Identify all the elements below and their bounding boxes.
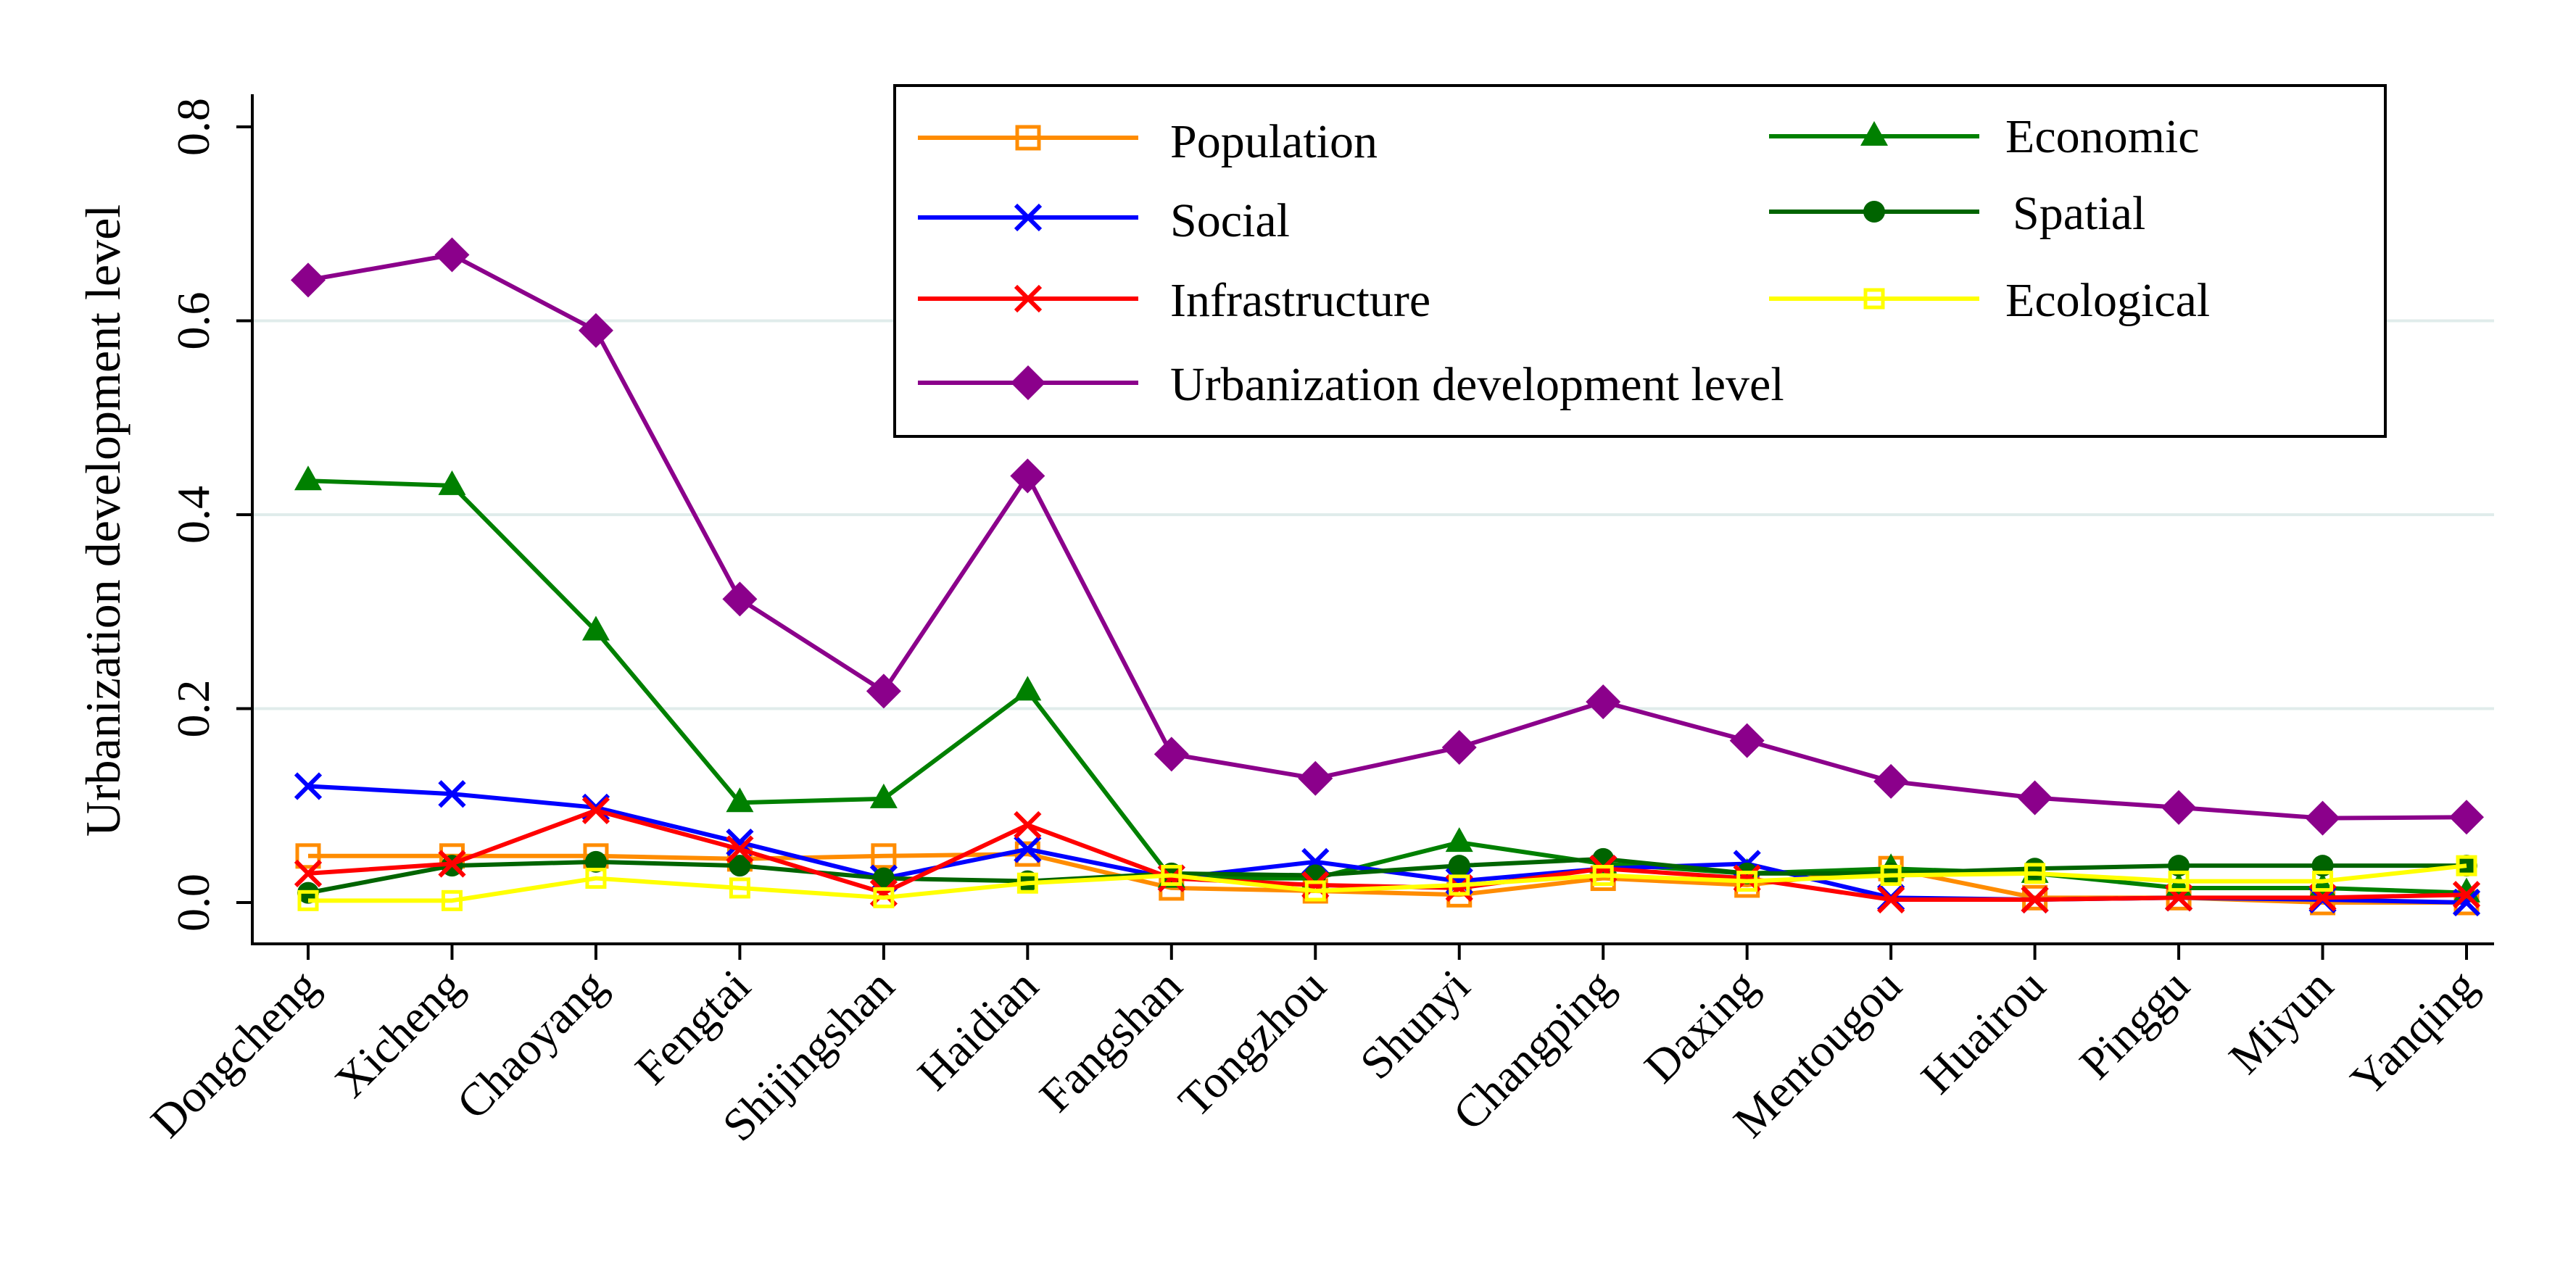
legend-label-ecological: Ecological [2005, 274, 2210, 327]
data-point-economic [294, 465, 322, 491]
legend-marker [1863, 201, 1885, 223]
legend-key-infrastructure [918, 284, 1138, 313]
data-point-urbanization-development-level [2449, 800, 2484, 835]
data-point-infrastructure [2021, 885, 2049, 914]
legend-label-social: Social [1170, 194, 1290, 247]
data-point-ecological [585, 868, 607, 889]
data-point-economic [869, 783, 898, 808]
series-urbanization-development-level [291, 237, 2484, 836]
data-point-ecological [1449, 874, 1470, 896]
data-point-urbanization-development-level [291, 262, 326, 298]
data-point-infrastructure [294, 859, 323, 888]
data-point-urbanization-development-level [1298, 760, 1333, 796]
data-point-economic [726, 787, 754, 813]
legend-marker [1863, 288, 1885, 310]
data-point-ecological [2024, 863, 2046, 884]
data-point-spatial [584, 850, 607, 873]
y-ticks: 0.0 0.2 0.4 0.6 0.8 [167, 98, 252, 932]
legend-label-population: Population [1170, 115, 1378, 168]
data-point-social [438, 780, 466, 808]
data-point-ecological [729, 877, 750, 899]
legend-key-social [918, 203, 1138, 232]
legend-key-ecological [1769, 288, 1979, 310]
legend-label-urbanization: Urbanization development level [1170, 358, 1784, 411]
data-point-spatial [729, 855, 751, 877]
data-point-ecological [297, 889, 319, 911]
data-point-ecological [1304, 880, 1326, 902]
y-tick-label: 0.4 [167, 486, 219, 544]
data-point-ecological [1161, 865, 1183, 887]
data-point-ecological [2312, 871, 2334, 892]
legend-label-infrastructure: Infrastructure [1170, 274, 1430, 327]
y-tick-label: 0.2 [167, 680, 219, 738]
legend-box [893, 84, 2387, 438]
legend-label-economic: Economic [2005, 110, 2200, 163]
series-line-spatial [307, 856, 2467, 895]
data-point-economic [581, 615, 610, 641]
legend-marker [1011, 365, 1045, 400]
data-point-infrastructure [2452, 881, 2481, 909]
data-point-urbanization-development-level [1010, 458, 1045, 494]
series-line-urbanization-development-level [307, 252, 2467, 821]
data-point-ecological [1736, 871, 1758, 892]
data-point-economic [438, 470, 466, 495]
legend-marker [1014, 203, 1043, 232]
data-point-urbanization-development-level [1729, 723, 1765, 758]
data-point-infrastructure [581, 796, 610, 825]
data-point-spatial [872, 867, 895, 889]
data-point-ecological [1880, 865, 1902, 887]
data-point-social [1014, 835, 1042, 863]
data-point-population [1014, 841, 1040, 867]
y-axis-title: Urbanization development level [75, 204, 131, 837]
legend-marker [1860, 121, 1888, 146]
data-point-urbanization-development-level [2305, 800, 2340, 836]
data-point-infrastructure [1014, 810, 1042, 839]
data-point-ecological [2456, 855, 2477, 876]
data-point-ecological [2168, 871, 2190, 892]
y-tick-label: 0.0 [167, 874, 219, 932]
data-point-infrastructure [1877, 885, 1905, 914]
legend-label-spatial: Spatial [2013, 187, 2145, 240]
legend-key-urbanization-development-level [918, 365, 1138, 400]
data-point-ecological [441, 889, 463, 911]
data-point-infrastructure [726, 835, 754, 863]
series [291, 237, 2484, 917]
legend: Population Economic Social Spatial Infra… [893, 84, 2387, 438]
data-point-urbanization-development-level [1873, 763, 1909, 799]
legend-items [918, 121, 1979, 400]
y-tick-label: 0.6 [167, 292, 219, 350]
data-point-urbanization-development-level [1441, 730, 1477, 765]
data-point-population [871, 843, 897, 869]
data-point-ecological [873, 887, 895, 908]
data-point-urbanization-development-level [1586, 684, 1621, 720]
legend-marker [1014, 284, 1043, 313]
data-point-economic [1445, 827, 1473, 853]
data-point-social [294, 772, 323, 800]
legend-marker [1015, 125, 1041, 151]
data-point-urbanization-development-level [578, 312, 613, 348]
data-point-infrastructure [438, 850, 466, 878]
legend-key-population [918, 125, 1138, 151]
legend-key-spatial [1769, 201, 1979, 223]
data-point-urbanization-development-level [434, 237, 470, 273]
data-point-ecological [1016, 872, 1038, 894]
data-point-urbanization-development-level [2017, 780, 2053, 816]
legend-key-economic [1769, 121, 1979, 146]
data-point-ecological [1592, 865, 1614, 887]
data-point-economic [1014, 676, 1042, 701]
series-line-economic [307, 478, 2467, 895]
data-point-population [295, 843, 321, 869]
series-ecological [297, 855, 2477, 911]
data-point-urbanization-development-level [1154, 737, 1189, 772]
data-point-urbanization-development-level [722, 581, 758, 617]
axes [251, 94, 2494, 945]
data-point-urbanization-development-level [2161, 789, 2197, 825]
data-point-urbanization-development-level [866, 673, 901, 709]
y-tick-label: 0.8 [167, 98, 219, 156]
series-line-ecological [308, 863, 2467, 903]
data-point-spatial [1448, 855, 1470, 877]
